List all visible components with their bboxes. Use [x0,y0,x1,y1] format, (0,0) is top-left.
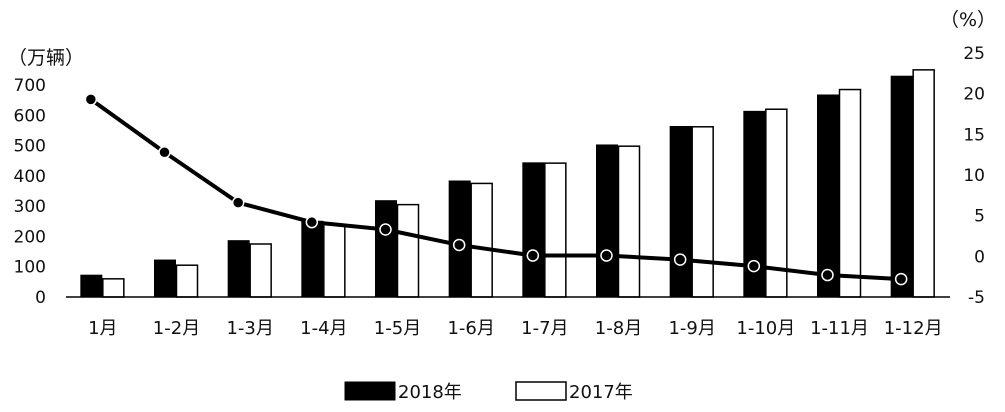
y-left-tick-label: 300 [14,197,46,217]
line-point [452,238,466,252]
y-right-axis-label: （%） [940,9,996,31]
line-point [894,272,908,286]
y-right-tick-label: 10 [963,166,985,186]
y-left-tick-labels: 0 100 200 300 400 500 600 700 [14,76,46,308]
x-tick-label: 1-10月 [736,318,795,339]
bar-2017 [175,264,199,298]
bar-2017 [617,145,641,298]
bar-2017 [470,182,493,298]
y-left-axis-label: （万辆） [8,47,84,69]
bar-2018 [227,240,250,298]
x-tick-label: 1-2月 [153,318,200,339]
bar-2018 [817,94,839,298]
bar-2017 [323,223,346,298]
y-right-tick-label: 0 [974,247,985,267]
y-left-tick-label: 700 [14,76,46,96]
y-left-tick-label: 600 [14,106,46,126]
x-tick-label: 1-5月 [374,318,421,339]
line-point [747,259,761,273]
line-point [526,249,540,262]
bar-2018 [596,144,618,298]
legend-label-2017: 2017年 [569,382,633,403]
y-right-tick-labels: -5 0 5 10 15 20 25 [963,44,985,308]
growth-rate-line [89,97,902,282]
line-point [673,253,687,266]
x-tick-label: 1-8月 [595,318,642,339]
x-tick-label: 1-6月 [447,318,494,339]
x-tick-label: 1-12月 [884,318,943,339]
bar-2018 [80,274,103,298]
line-point [821,268,834,282]
line-point [305,215,319,229]
y-right-tick-label: 25 [963,44,985,64]
y-left-tick-label: 0 [35,288,46,308]
line-point [379,223,392,236]
bar-2017 [691,126,714,298]
legend-swatch-2017 [515,381,567,401]
line-point [158,145,171,159]
x-tick-label: 1-4月 [300,318,347,339]
line-point [600,249,613,262]
y-right-tick-label: 5 [974,207,985,227]
y-right-tick-label: 20 [963,85,985,105]
bar-2017 [544,162,567,298]
bar-2017 [102,278,125,298]
line-point [84,93,98,106]
legend: 2018年 2017年 [344,381,633,403]
bar-2017 [912,69,935,298]
bar-2018 [890,75,913,298]
bar-2017 [249,243,272,298]
y-left-tick-label: 500 [14,137,46,157]
x-tick-label: 1-3月 [226,318,273,339]
bar-2018 [669,125,692,298]
bar-2017 [838,88,862,298]
x-tick-labels: 1月 1-2月 1-3月 1-4月 1-5月 1-6月 1-7月 1-8月 1-9月 1-10月 1… [88,318,942,339]
line-point [231,196,245,209]
x-tick-label: 1-11月 [810,318,869,339]
bar-2017 [396,203,420,298]
legend-swatch-2018 [344,381,396,401]
y-left-tick-label: 100 [14,258,46,278]
x-tick-label: 1月 [88,318,117,339]
y-left-tick-label: 200 [14,227,46,247]
line-series [84,93,908,286]
bar-2018 [301,220,324,298]
x-tick-label: 1-9月 [668,318,715,339]
y-right-tick-label: 15 [963,125,985,145]
y-right-tick-label: -5 [968,288,985,308]
bar-2018 [154,259,176,298]
bar-2018 [522,162,545,298]
bar-2018 [375,200,397,298]
legend-label-2018: 2018年 [398,382,462,403]
x-tick-label: 1-7月 [521,318,568,339]
y-left-tick-label: 400 [14,167,46,187]
